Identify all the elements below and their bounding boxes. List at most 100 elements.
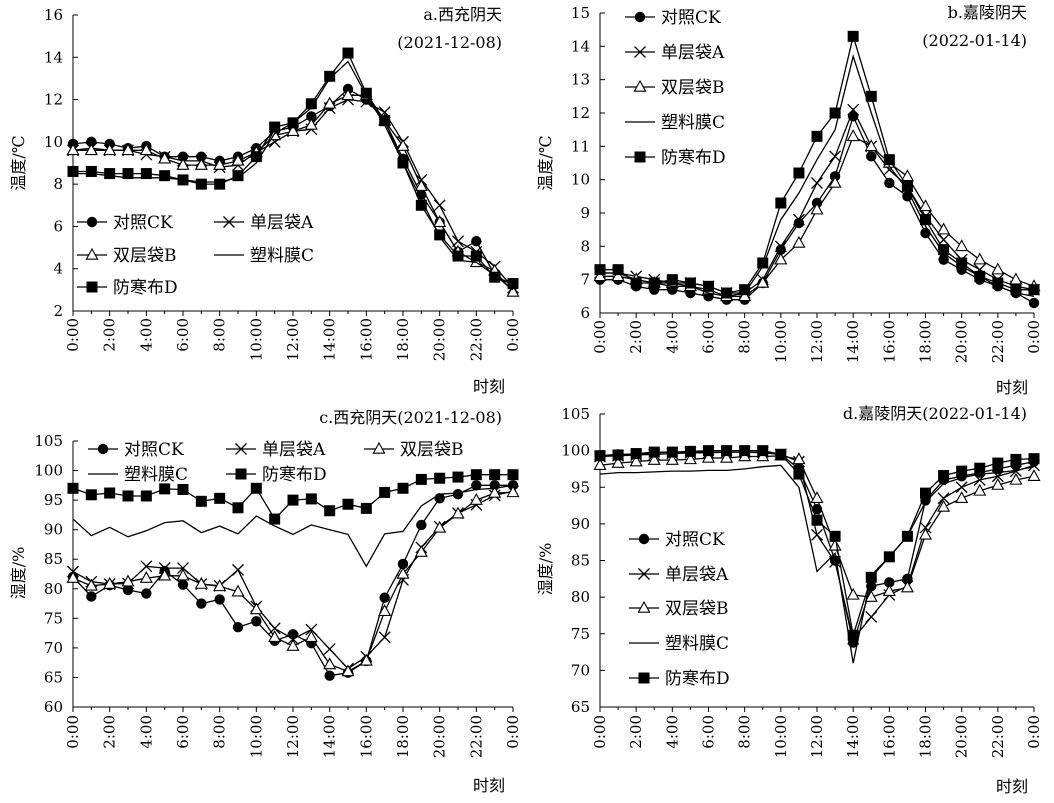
x-tick-label: 6:00 [700,320,718,354]
chart-panel-c-humidity-xichong: 60 65 70 75 80 85 90 95 100 105 0:00 2:00 4:00 6:00 8:… [9,408,522,795]
y-tick-label: 80 [44,580,63,598]
data-point [66,570,80,583]
data-point [415,199,427,211]
data-point [304,630,318,642]
data-point [937,499,951,512]
legend-label: 塑料膜C [124,465,188,485]
data-point [305,623,318,636]
data-point [883,551,895,563]
data-point [416,519,427,531]
legend-marker [633,79,647,92]
y-tick-label: 10 [571,171,590,189]
y-axis-title: 温度/℃ [9,135,28,190]
x-tick-label: 22:00 [989,320,1007,363]
data-point [506,485,520,498]
data-point [86,136,97,148]
x-tick-label: 16:00 [880,715,898,758]
data-point [397,482,409,494]
data-point [213,579,227,592]
chart-panel-d-humidity-jialing: 65 70 75 80 85 90 95 100 105 0:00 2:00 4:00 6:00 8:00… [536,404,1043,796]
data-point [594,264,606,276]
data-point [158,562,171,575]
data-point [756,275,770,288]
data-point [793,167,805,179]
data-point [683,452,697,465]
x-tick-label: 14:00 [844,715,862,758]
legend-item: 单层袋A [226,440,326,460]
data-point [66,143,80,156]
data-point [470,469,482,481]
data-point [506,284,520,297]
y-tick-label: 12 [44,91,63,109]
data-point [139,143,153,156]
legend-item: 对照CK [625,8,721,28]
data-point [1010,284,1022,296]
legend-label: 单层袋A [665,565,729,585]
y-tick-label: 11 [571,137,590,155]
data-point [433,215,447,227]
y-tick-label: 90 [571,515,590,533]
legend-label: 双层袋B [661,78,725,98]
x-tick-label: 12:00 [808,715,826,758]
data-point [177,562,189,575]
x-tick-label: 18:00 [394,318,412,361]
data-point [721,287,733,299]
y-tick-label: 2 [53,302,63,320]
x-tick-label: 22:00 [467,715,485,758]
data-point [665,453,679,465]
data-point [196,598,207,609]
x-tick-label: 0:00 [1025,320,1043,354]
data-point [251,616,262,627]
legend-marker [372,441,386,454]
data-point [956,257,968,269]
series--a [594,446,1040,645]
data-point [992,277,1004,289]
legend-item: 对照CK [77,213,173,233]
data-point [593,269,607,282]
data-point [829,530,841,542]
legend-item: 塑料膜C [625,113,725,133]
data-point [774,240,787,253]
data-point [738,289,752,302]
legend-marker [86,281,98,293]
data-point [647,453,661,465]
legend-item: 塑料膜C [629,634,729,654]
legend-label: 对照CK [661,8,721,28]
legend-label: 双层袋B [665,599,729,619]
data-point [471,480,482,491]
data-point [793,217,805,229]
legend-item: 双层袋B [629,599,729,619]
data-point [901,530,913,542]
x-tick-label: 16:00 [357,715,375,758]
legend-marker [235,468,247,480]
data-point [811,528,823,541]
data-point [720,450,734,463]
data-point [1009,465,1022,478]
x-tick-label: 8:00 [736,715,754,749]
data-point [828,538,842,551]
data-point [213,157,227,170]
y-axis-title: 湿度/% [536,543,555,596]
data-point [847,629,859,641]
data-point [195,178,207,190]
data-point [611,455,625,468]
data-point [341,664,355,677]
data-point [122,490,134,502]
x-tick-label: 0:00 [504,715,522,749]
x-tick-label: 8:00 [211,318,229,352]
data-point [1028,297,1040,309]
data-point [415,473,427,485]
legend-item: 单层袋A [625,43,725,63]
data-point [739,284,751,296]
x-tick-label: 18:00 [917,715,935,758]
data-point [489,469,501,481]
y-tick-label: 15 [571,4,590,22]
x-tick-label: 0:00 [504,318,522,352]
panel-title: c.西充阴天(2021-12-08) [319,408,502,427]
x-tick-label: 12:00 [284,715,302,758]
data-point [287,117,299,129]
legend-item: 双层袋B [625,78,725,98]
x-tick-label: 0:00 [591,715,609,749]
y-tick-label: 100 [561,442,590,460]
legend-item: 防寒布D [226,465,327,485]
